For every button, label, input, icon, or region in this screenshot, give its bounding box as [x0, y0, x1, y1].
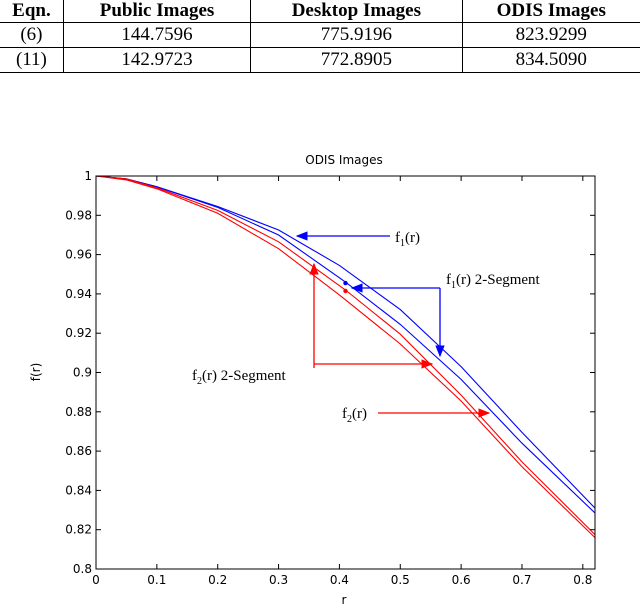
- y-tick-label: 0.9: [73, 366, 92, 380]
- header-eqn: Eqn.: [0, 0, 64, 23]
- y-tick-label: 1: [84, 169, 92, 183]
- y-tick-label: 0.88: [65, 405, 92, 419]
- y-tick-label: 0.96: [65, 248, 92, 262]
- breakpoint-marker-2: [343, 288, 348, 294]
- table-cell: (6): [0, 22, 64, 48]
- table-cell: (11): [0, 47, 64, 73]
- table-row: (6) 144.7596 775.9196 823.9299: [0, 22, 640, 48]
- series-line-1: [95, 175, 596, 509]
- y-tick-label: 0.86: [65, 444, 92, 458]
- x-tick-label: 0.8: [573, 573, 592, 587]
- x-tick-label: 0.6: [452, 573, 471, 587]
- annotation-f2-2segment: f2(r) 2-Segment: [192, 262, 434, 387]
- ticks-layer: 0 0.1 0.2 0.3 0.4 0.5 0.6 0.7 0.8 0.8 0.82 0.84 0.86…: [65, 169, 595, 587]
- results-table: Eqn. Public Images Desktop Images ODIS I…: [0, 0, 640, 73]
- x-tick-label: 0.3: [269, 573, 288, 587]
- header-public-images: Public Images: [62, 0, 252, 23]
- breakpoint-marker-1: [343, 280, 348, 286]
- f1-label: f1(r): [395, 230, 420, 249]
- table-header-row: Eqn. Public Images Desktop Images ODIS I…: [0, 0, 640, 23]
- y-tick-label: 0.92: [65, 326, 92, 340]
- series-line-3: [95, 175, 596, 535]
- f1-2seg-label: f1(r) 2-Segment: [446, 272, 541, 291]
- x-tick-label: 0.2: [208, 573, 227, 587]
- f2-2seg-label: f2(r) 2-Segment: [192, 368, 287, 387]
- x-tick-label: 0: [92, 573, 100, 587]
- table-cell: 823.9299: [461, 22, 640, 48]
- table-cell: 144.7596: [62, 22, 252, 48]
- y-tick-label: 0.98: [65, 208, 92, 222]
- f2-label: f2(r): [342, 406, 367, 425]
- y-tick-label: 0.8: [73, 562, 92, 576]
- table-cell: 834.5090: [461, 47, 640, 73]
- table-cell: 775.9196: [250, 22, 463, 48]
- y-axis-label: f(r): [29, 363, 43, 382]
- series-line-2: [95, 175, 596, 514]
- table-cell: 142.9723: [62, 47, 252, 73]
- x-tick-label: 0.4: [330, 573, 349, 587]
- x-tick-label: 0.1: [147, 573, 166, 587]
- y-tick-label: 0.82: [65, 523, 92, 537]
- annotation-f1-2segment: f1(r) 2-Segment: [350, 272, 541, 358]
- plot-frame: [95, 175, 596, 570]
- header-odis-images: ODIS Images: [461, 0, 640, 23]
- x-tick-label: 0.7: [512, 573, 531, 587]
- annotation-f1: f1(r): [295, 230, 420, 249]
- y-tick-label: 0.94: [65, 287, 92, 301]
- header-desktop-images: Desktop Images: [250, 0, 463, 23]
- table-row: (11) 142.9723 772.8905 834.5090: [0, 47, 640, 73]
- odis-images-chart: ODIS Images 0 0.1 0.2 0.3 0.4 0.5 0.6 0.7 0.8 0.8…: [29, 153, 596, 606]
- annotation-f2: f2(r): [342, 406, 491, 425]
- chart-title: ODIS Images: [305, 153, 383, 167]
- series-layer: [95, 175, 596, 538]
- x-tick-label: 0.5: [391, 573, 410, 587]
- x-axis-label: r: [342, 593, 347, 606]
- y-tick-label: 0.84: [65, 483, 92, 497]
- series-line-4: [95, 175, 596, 538]
- table-cell: 772.8905: [250, 47, 463, 73]
